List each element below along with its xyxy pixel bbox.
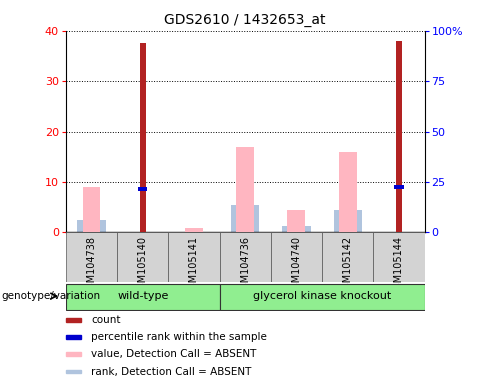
Bar [66,232,117,282]
Bar [66,318,81,322]
Text: percentile rank within the sample: percentile rank within the sample [91,332,267,342]
Text: GSM105144: GSM105144 [394,236,404,295]
Text: glycerol kinase knockout: glycerol kinase knockout [253,291,391,301]
Text: genotype/variation: genotype/variation [1,291,100,301]
Text: GSM105141: GSM105141 [189,236,199,295]
Text: GSM104740: GSM104740 [291,236,302,295]
Bar [66,369,81,374]
Bar [236,147,254,232]
Bar [283,226,310,232]
Text: GSM104736: GSM104736 [240,236,250,295]
Bar [334,210,362,232]
Text: value, Detection Call = ABSENT: value, Detection Call = ABSENT [91,349,256,359]
Title: GDS2610 / 1432653_at: GDS2610 / 1432653_at [164,13,326,27]
Text: GSM104738: GSM104738 [86,236,97,295]
Text: rank, Detection Call = ABSENT: rank, Detection Call = ABSENT [91,366,251,377]
Bar [220,232,271,282]
Bar [271,232,322,282]
Text: wild-type: wild-type [117,291,168,301]
Bar [117,232,168,282]
Text: GSM105142: GSM105142 [343,236,353,295]
Bar [231,205,259,232]
Bar [66,335,81,339]
Bar [82,187,101,232]
Bar [168,232,220,282]
Bar [287,210,305,232]
Bar [322,232,373,282]
Bar [373,232,425,282]
Bar [66,284,220,310]
Text: GSM105140: GSM105140 [138,236,148,295]
Bar [396,41,402,232]
Bar [140,43,146,232]
Text: count: count [91,314,121,325]
Bar [220,284,425,310]
Bar [185,228,203,232]
Bar [339,152,357,232]
Bar [66,352,81,356]
Bar [138,187,147,192]
Bar [394,185,404,189]
Bar [78,220,105,232]
